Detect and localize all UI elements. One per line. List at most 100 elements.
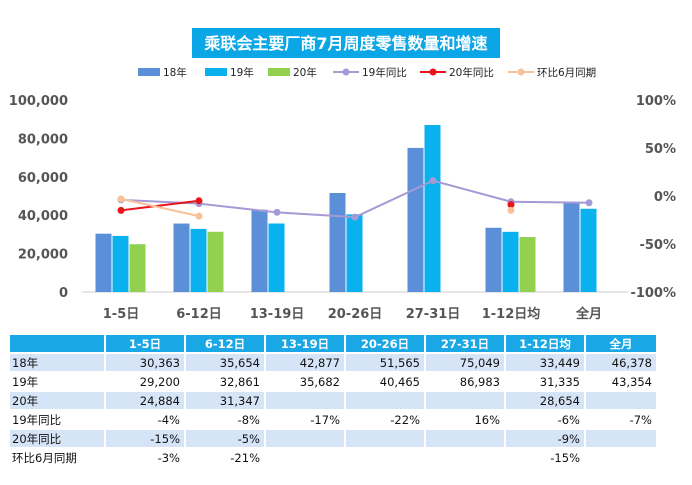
right-axis-tick: -100% [630,286,676,301]
table-corner [10,335,104,352]
table-cell: -9% [506,430,584,447]
table-cell: -15% [106,430,184,447]
left-axis-tick: 20,000 [18,248,68,263]
table-cell: 31,335 [506,373,584,390]
point-环比6月同期-0 [117,195,125,203]
point-20年同比-0 [117,206,125,214]
bar-19年-1 [190,228,207,292]
row-label: 18年 [10,354,104,371]
left-axis-tick: 80,000 [18,132,68,147]
category-label: 13-19日 [250,307,305,322]
table-cell: 32,861 [186,373,264,390]
table-cell [266,430,344,447]
table-cell [346,392,424,409]
legend-swatch-0 [138,68,160,76]
table-body: 18年 30,363 35,654 42,877 51,565 75,049 33,449 4… [10,354,656,466]
row-label: 环比6月同期 [10,449,104,466]
bar-19年-4 [424,124,441,292]
table-cell [426,392,504,409]
point-19年同比-6 [585,199,593,207]
category-label: 27-31日 [406,307,461,322]
table-cell: 24,884 [106,392,184,409]
table-header: 27-31日 [426,335,504,352]
table-row: 19年 29,200 32,861 35,682 40,465 86,983 31,335 4… [10,373,656,390]
table-cell: 35,654 [186,354,264,371]
bar-20年-5 [519,236,536,292]
legend-label-4: 20年同比 [449,66,494,79]
point-20年同比-5 [507,201,515,209]
table-row: 18年 30,363 35,654 42,877 51,565 75,049 33,449 4… [10,354,656,371]
right-axis-tick: -50% [639,238,676,253]
table-row: 19年同比 -4% -8% -17% -22% 16% -6% -7% [10,411,656,428]
table-cell [586,449,656,466]
legend-label-2: 20年 [293,66,317,79]
combo-chart: 乘联会主要厂商7月周度零售数量和增速 18年 19年 20年 19年同比 20年同比 环比6… [9,28,676,322]
bar-20年-0 [129,244,146,292]
data-table: 1-5日 6-12日 13-19日 20-26日 27-31日 1-12日均 全月 18年 3… [8,333,658,468]
legend-swatch-1 [205,68,227,76]
category-label: 20-26日 [328,307,383,322]
table-cell [586,430,656,447]
table-cell: -6% [506,411,584,428]
table-cell: 30,363 [106,354,184,371]
bar-19年-2 [268,223,285,292]
bar-18年-3 [329,192,346,292]
table-cell: 51,565 [346,354,424,371]
chart-area: 乘联会主要厂商7月周度零售数量和增速 18年 19年 20年 19年同比 20年同比 环比6… [9,28,676,322]
bar-18年-5 [485,227,502,292]
table-cell [266,449,344,466]
bar-18年-2 [251,209,268,292]
table-cell: -3% [106,449,184,466]
table-row: 20年同比 -15% -5% -9% [10,430,656,447]
table-cell [426,430,504,447]
category-label: 1-12日均 [482,306,541,322]
row-label: 19年同比 [10,411,104,428]
bar-19年-6 [580,208,597,292]
point-19年同比-3 [351,213,359,221]
table-cell: -21% [186,449,264,466]
table-header-row: 1-5日 6-12日 13-19日 20-26日 27-31日 1-12日均 全月 [10,335,656,352]
table-cell: 46,378 [586,354,656,371]
point-20年同比-1 [195,197,203,205]
legend-label-1: 19年 [230,66,254,79]
table-cell: -4% [106,411,184,428]
line-环比6月同期-segment [120,197,200,218]
point-环比6月同期-1 [195,212,203,220]
category-label: 全月 [575,306,602,322]
line-19年同比-segment [120,179,590,219]
table-header: 13-19日 [266,335,344,352]
table-cell: 42,877 [266,354,344,371]
table-cell: 35,682 [266,373,344,390]
table-cell: -22% [346,411,424,428]
left-axis-tick: 100,000 [9,94,68,109]
table-cell [346,449,424,466]
right-axis-tick: 100% [636,94,676,109]
category-label: 1-5日 [103,307,140,322]
table-cell: 40,465 [346,373,424,390]
table-header: 1-12日均 [506,335,584,352]
bar-18年-6 [563,202,580,292]
row-label: 20年 [10,392,104,409]
table-cell [426,449,504,466]
table-header: 6-12日 [186,335,264,352]
legend-marker-4 [429,68,437,76]
table-header: 全月 [586,335,656,352]
title-box [192,28,500,58]
table-row: 环比6月同期 -3% -21% -15% [10,449,656,466]
left-axis-tick: 0 [59,286,68,301]
chart-title: 乘联会主要厂商7月周度零售数量和增速 [203,34,487,53]
legend-label-3: 19年同比 [362,66,407,79]
table-cell: -17% [266,411,344,428]
table-cell: -7% [586,411,656,428]
bar-19年-5 [502,231,519,292]
line-20年同比-segment [120,199,200,212]
table-cell: 28,654 [506,392,584,409]
bar-18年-1 [173,223,190,292]
table-cell: 33,449 [506,354,584,371]
table-row: 20年 24,884 31,347 28,654 [10,392,656,409]
point-19年同比-4 [429,177,437,185]
category-label: 6-12日 [176,307,222,322]
table-cell: -15% [506,449,584,466]
table-cell [586,392,656,409]
right-axis-tick: 0% [654,190,676,205]
